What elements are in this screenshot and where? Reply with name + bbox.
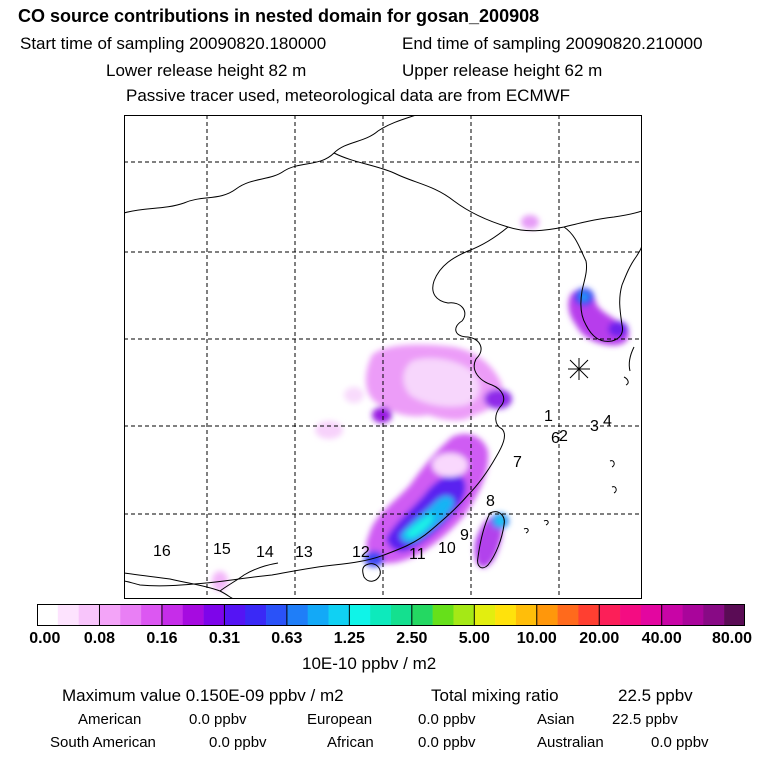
colorbar-cell [328, 604, 350, 626]
colorbar-cell [495, 604, 517, 626]
colorbar-cell [370, 604, 392, 626]
colorbar-cell [599, 604, 621, 626]
region-labels: 1 2 3 4 6 7 8 9 10 11 12 13 14 15 16 [153, 408, 612, 563]
colorbar-cells [37, 604, 745, 626]
start-time-label: Start time of sampling 20090820.180000 [20, 34, 327, 53]
colorbar-tick-label: 20.00 [579, 630, 620, 647]
colorbar-cell [203, 604, 225, 626]
region-label-2: 2 [559, 428, 568, 445]
lower-release-label: Lower release height 82 m [106, 61, 307, 80]
region-label-8: 8 [486, 493, 495, 510]
colorbar-frame [37, 604, 745, 626]
colorbar-cell [411, 604, 433, 626]
colorbar-tick-label: 0.16 [146, 630, 178, 647]
colorbar-cell [224, 604, 246, 626]
colorbar-cell [724, 604, 745, 626]
region-label-9: 9 [460, 527, 469, 544]
total-mixing-label: Total mixing ratio [431, 686, 559, 705]
colorbar-cell [78, 604, 100, 626]
colorbar-cell [515, 604, 538, 626]
region-label-15: 15 [213, 541, 231, 558]
african-value: 0.0 ppbv [418, 734, 476, 751]
colorbar-cell [161, 604, 184, 626]
concentration-map: 1 2 3 4 6 7 8 9 10 11 12 13 14 15 16 [124, 115, 642, 599]
colorbar-cell [682, 604, 704, 626]
map-frame [124, 115, 642, 599]
colorbar-tick-label: 1.25 [333, 630, 365, 647]
concentration-field [212, 215, 629, 591]
colorbar-cell [453, 604, 475, 626]
colorbar-cell [57, 604, 79, 626]
colorbar-tick-label: 0.00 [29, 630, 61, 647]
colorbar-cell [578, 604, 600, 626]
colorbar-cell [474, 604, 496, 626]
european-value: 0.0 ppbv [418, 711, 476, 728]
region-label-1: 1 [544, 408, 553, 425]
receptor-marker [568, 358, 590, 380]
region-label-14: 14 [256, 544, 274, 561]
colorbar-tick-label: 5.00 [458, 630, 490, 647]
colorbar-cell [620, 604, 642, 626]
colorbar-cell [432, 604, 454, 626]
american-label: American [78, 711, 142, 728]
graticule [124, 115, 642, 599]
australian-label: Australian [537, 734, 604, 751]
colorbar-cell [536, 604, 558, 626]
colorbar-cell [120, 604, 142, 626]
african-label: African [327, 734, 374, 751]
colorbar-cell [307, 604, 329, 626]
colorbar-cell [266, 604, 288, 626]
region-label-12: 12 [352, 544, 370, 561]
colorbar-cell [557, 604, 579, 626]
region-label-4: 4 [603, 413, 612, 430]
region-label-16: 16 [153, 543, 171, 560]
colorbar [37, 604, 745, 626]
south-american-label: South American [50, 734, 156, 751]
region-label-6: 6 [551, 430, 560, 447]
colorbar-tick-label: 40.00 [641, 630, 682, 647]
plot-title: CO source contributions in nested domain… [18, 6, 540, 26]
region-label-13: 13 [295, 544, 313, 561]
colorbar-tick-label: 0.08 [83, 630, 116, 647]
colorbar-cell [349, 604, 371, 626]
colorbar-tick-label: 2.50 [396, 630, 428, 647]
colorbar-cell [286, 604, 308, 626]
colorbar-cell [661, 604, 683, 626]
total-mixing-value: 22.5 ppbv [618, 686, 693, 705]
colorbar-cell [37, 604, 59, 626]
upper-release-label: Upper release height 62 m [402, 61, 603, 80]
american-value: 0.0 ppbv [189, 711, 247, 728]
australian-value: 0.0 ppbv [651, 734, 709, 751]
region-label-11: 11 [409, 546, 426, 563]
tracer-note: Passive tracer used, meteorological data… [126, 86, 571, 105]
south-american-value: 0.0 ppbv [209, 734, 267, 751]
colorbar-tick-label: 0.31 [208, 630, 240, 647]
colorbar-cell [182, 604, 204, 626]
asian-value: 22.5 ppbv [612, 711, 678, 728]
colorbar-tick-label: 10.00 [516, 630, 557, 647]
colorbar-cell [245, 604, 267, 626]
region-label-10: 10 [438, 540, 456, 557]
colorbar-cell [703, 604, 725, 626]
colorbar-tick-label: 80.00 [711, 630, 753, 647]
colorbar-units: 10E-10 ppbv / m2 [302, 654, 437, 673]
coastlines [124, 115, 642, 599]
region-label-3: 3 [590, 418, 599, 435]
region-label-7: 7 [513, 454, 522, 471]
end-time-label: End time of sampling 20090820.210000 [402, 34, 703, 53]
european-label: European [307, 711, 373, 728]
asian-label: Asian [537, 711, 575, 728]
colorbar-cell [640, 604, 662, 626]
colorbar-cell [141, 604, 163, 626]
max-value-label: Maximum value 0.150E-09 ppbv / m2 [62, 686, 344, 705]
colorbar-cell [99, 604, 121, 626]
colorbar-cell [391, 604, 413, 626]
colorbar-tick-label: 0.63 [271, 630, 303, 647]
